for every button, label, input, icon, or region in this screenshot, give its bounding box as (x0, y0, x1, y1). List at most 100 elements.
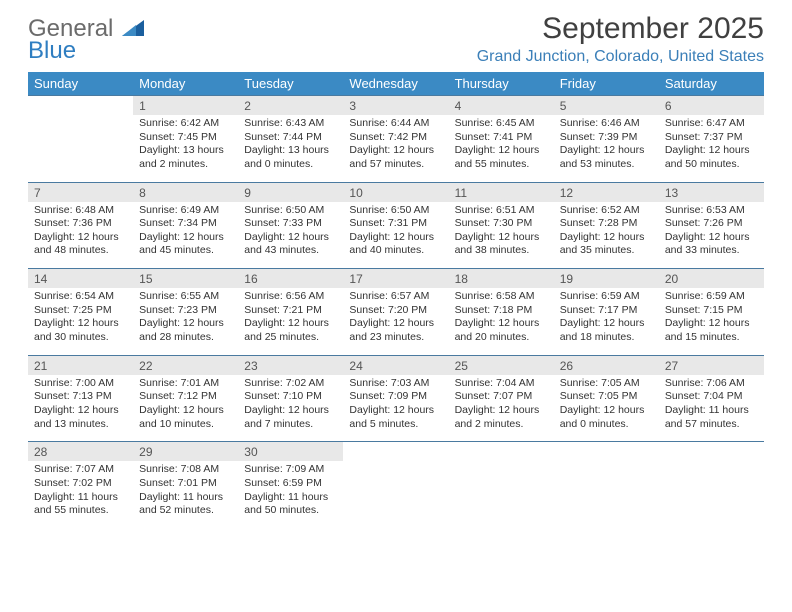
sunrise-text: Sunrise: 7:03 AM (349, 377, 442, 391)
sunrise-text: Sunrise: 6:55 AM (139, 290, 232, 304)
sunset-text: Sunset: 7:33 PM (244, 217, 337, 231)
sunrise-text: Sunrise: 6:45 AM (455, 117, 548, 131)
sunset-text: Sunset: 7:20 PM (349, 304, 442, 318)
daylight-text-2: and 33 minutes. (665, 244, 758, 258)
sunrise-text: Sunrise: 7:09 AM (244, 463, 337, 477)
day-detail-cell: Sunrise: 7:04 AMSunset: 7:07 PMDaylight:… (449, 375, 554, 442)
sunrise-text: Sunrise: 6:59 AM (665, 290, 758, 304)
dow-fri: Friday (554, 72, 659, 96)
daylight-text-2: and 0 minutes. (244, 158, 337, 172)
sunset-text: Sunset: 7:28 PM (560, 217, 653, 231)
daylight-text-2: and 28 minutes. (139, 331, 232, 345)
sunrise-text: Sunrise: 6:56 AM (244, 290, 337, 304)
day-number-cell: 1 (133, 96, 238, 116)
daylight-text-1: Daylight: 12 hours (349, 317, 442, 331)
day-detail-cell (343, 461, 448, 528)
day-number-cell (343, 442, 448, 462)
sunrise-text: Sunrise: 6:44 AM (349, 117, 442, 131)
sunset-text: Sunset: 7:07 PM (455, 390, 548, 404)
sunset-text: Sunset: 7:17 PM (560, 304, 653, 318)
dow-header-row: Sunday Monday Tuesday Wednesday Thursday… (28, 72, 764, 96)
day-number-cell: 26 (554, 355, 659, 375)
day-detail-cell: Sunrise: 6:51 AMSunset: 7:30 PMDaylight:… (449, 202, 554, 269)
sunset-text: Sunset: 7:31 PM (349, 217, 442, 231)
daylight-text-1: Daylight: 12 hours (139, 404, 232, 418)
sunset-text: Sunset: 6:59 PM (244, 477, 337, 491)
daylight-text-1: Daylight: 12 hours (349, 231, 442, 245)
calendar-table: Sunday Monday Tuesday Wednesday Thursday… (28, 72, 764, 528)
day-detail-cell: Sunrise: 6:50 AMSunset: 7:33 PMDaylight:… (238, 202, 343, 269)
daylight-text-1: Daylight: 12 hours (139, 231, 232, 245)
day-number-cell: 27 (659, 355, 764, 375)
daylight-text-1: Daylight: 12 hours (665, 144, 758, 158)
sunrise-text: Sunrise: 6:50 AM (349, 204, 442, 218)
day-detail-cell: Sunrise: 6:54 AMSunset: 7:25 PMDaylight:… (28, 288, 133, 355)
location-text: Grand Junction, Colorado, United States (477, 48, 764, 66)
sunset-text: Sunset: 7:37 PM (665, 131, 758, 145)
calendar-body: 123456Sunrise: 6:42 AMSunset: 7:45 PMDay… (28, 96, 764, 528)
day-number-cell: 29 (133, 442, 238, 462)
day-number-cell (28, 96, 133, 116)
day-detail-cell: Sunrise: 7:05 AMSunset: 7:05 PMDaylight:… (554, 375, 659, 442)
day-number-cell: 12 (554, 182, 659, 202)
daylight-text-2: and 25 minutes. (244, 331, 337, 345)
dow-thu: Thursday (449, 72, 554, 96)
day-number-cell: 14 (28, 269, 133, 289)
day-number-cell: 2 (238, 96, 343, 116)
day-detail-cell: Sunrise: 7:09 AMSunset: 6:59 PMDaylight:… (238, 461, 343, 528)
day-detail-cell: Sunrise: 6:48 AMSunset: 7:36 PMDaylight:… (28, 202, 133, 269)
day-number-cell: 11 (449, 182, 554, 202)
brand-text: General Blue (28, 18, 144, 61)
day-number-cell: 28 (28, 442, 133, 462)
day-detail-cell: Sunrise: 6:47 AMSunset: 7:37 PMDaylight:… (659, 115, 764, 182)
day-number-cell: 30 (238, 442, 343, 462)
day-number-cell: 22 (133, 355, 238, 375)
day-number-cell: 10 (343, 182, 448, 202)
daylight-text-2: and 13 minutes. (34, 418, 127, 432)
sunrise-text: Sunrise: 7:05 AM (560, 377, 653, 391)
dow-tue: Tuesday (238, 72, 343, 96)
daylight-text-1: Daylight: 11 hours (665, 404, 758, 418)
daylight-text-2: and 30 minutes. (34, 331, 127, 345)
day-detail-cell: Sunrise: 7:01 AMSunset: 7:12 PMDaylight:… (133, 375, 238, 442)
sunset-text: Sunset: 7:44 PM (244, 131, 337, 145)
day-detail-cell: Sunrise: 6:42 AMSunset: 7:45 PMDaylight:… (133, 115, 238, 182)
week-daynum-row: 21222324252627 (28, 355, 764, 375)
sunset-text: Sunset: 7:02 PM (34, 477, 127, 491)
sunset-text: Sunset: 7:10 PM (244, 390, 337, 404)
sunrise-text: Sunrise: 6:57 AM (349, 290, 442, 304)
sunset-text: Sunset: 7:36 PM (34, 217, 127, 231)
sunset-text: Sunset: 7:13 PM (34, 390, 127, 404)
daylight-text-1: Daylight: 12 hours (139, 317, 232, 331)
day-detail-cell: Sunrise: 6:58 AMSunset: 7:18 PMDaylight:… (449, 288, 554, 355)
daylight-text-2: and 50 minutes. (244, 504, 337, 518)
day-detail-cell: Sunrise: 7:00 AMSunset: 7:13 PMDaylight:… (28, 375, 133, 442)
sunset-text: Sunset: 7:39 PM (560, 131, 653, 145)
daylight-text-2: and 57 minutes. (349, 158, 442, 172)
sunrise-text: Sunrise: 7:06 AM (665, 377, 758, 391)
daylight-text-2: and 40 minutes. (349, 244, 442, 258)
daylight-text-1: Daylight: 13 hours (244, 144, 337, 158)
day-detail-cell: Sunrise: 6:44 AMSunset: 7:42 PMDaylight:… (343, 115, 448, 182)
day-detail-cell: Sunrise: 7:03 AMSunset: 7:09 PMDaylight:… (343, 375, 448, 442)
title-block: September 2025 Grand Junction, Colorado,… (477, 12, 764, 66)
daylight-text-1: Daylight: 12 hours (560, 231, 653, 245)
header: General Blue September 2025 Grand Juncti… (28, 12, 764, 66)
sunrise-text: Sunrise: 6:42 AM (139, 117, 232, 131)
day-number-cell: 4 (449, 96, 554, 116)
logo-triangle-icon (122, 18, 144, 40)
daylight-text-2: and 5 minutes. (349, 418, 442, 432)
day-number-cell: 25 (449, 355, 554, 375)
week-daynum-row: 78910111213 (28, 182, 764, 202)
week-daynum-row: 282930 (28, 442, 764, 462)
day-number-cell: 23 (238, 355, 343, 375)
day-detail-cell: Sunrise: 7:08 AMSunset: 7:01 PMDaylight:… (133, 461, 238, 528)
daylight-text-2: and 15 minutes. (665, 331, 758, 345)
daylight-text-2: and 48 minutes. (34, 244, 127, 258)
daylight-text-2: and 35 minutes. (560, 244, 653, 258)
daylight-text-1: Daylight: 11 hours (139, 491, 232, 505)
day-detail-cell (554, 461, 659, 528)
sunrise-text: Sunrise: 6:49 AM (139, 204, 232, 218)
day-detail-cell: Sunrise: 7:02 AMSunset: 7:10 PMDaylight:… (238, 375, 343, 442)
day-detail-cell: Sunrise: 6:46 AMSunset: 7:39 PMDaylight:… (554, 115, 659, 182)
